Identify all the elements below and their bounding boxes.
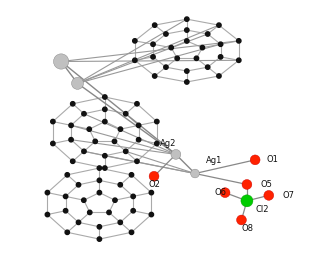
Circle shape <box>191 169 199 178</box>
Circle shape <box>137 137 141 142</box>
Text: Ag2: Ag2 <box>160 139 176 148</box>
Circle shape <box>97 225 101 229</box>
Circle shape <box>107 210 111 215</box>
Circle shape <box>171 150 181 159</box>
Circle shape <box>123 149 128 153</box>
Text: O7: O7 <box>282 191 294 200</box>
Circle shape <box>97 166 101 170</box>
Circle shape <box>241 195 253 207</box>
Circle shape <box>219 55 223 59</box>
Circle shape <box>70 159 75 163</box>
Circle shape <box>112 139 117 144</box>
Circle shape <box>129 173 134 177</box>
Circle shape <box>164 32 168 36</box>
Circle shape <box>169 46 174 50</box>
Text: O8: O8 <box>241 224 254 233</box>
Circle shape <box>137 123 141 128</box>
Circle shape <box>135 102 139 106</box>
Circle shape <box>149 190 153 195</box>
Circle shape <box>194 56 199 60</box>
Circle shape <box>54 54 69 69</box>
Circle shape <box>250 155 260 165</box>
Circle shape <box>185 39 189 43</box>
Circle shape <box>264 190 274 200</box>
Circle shape <box>217 23 221 27</box>
Circle shape <box>65 173 70 177</box>
Circle shape <box>69 123 73 128</box>
Circle shape <box>82 149 86 153</box>
Circle shape <box>97 178 101 182</box>
Circle shape <box>185 69 189 73</box>
Circle shape <box>133 39 137 43</box>
Text: O6: O6 <box>214 188 226 197</box>
Circle shape <box>185 28 189 32</box>
Circle shape <box>149 212 153 217</box>
Circle shape <box>69 137 73 142</box>
Circle shape <box>219 42 223 46</box>
Circle shape <box>237 215 246 225</box>
Circle shape <box>135 159 139 163</box>
Circle shape <box>118 183 122 187</box>
Circle shape <box>185 80 189 84</box>
Circle shape <box>65 230 70 235</box>
Circle shape <box>93 139 97 144</box>
Circle shape <box>82 112 86 116</box>
Circle shape <box>123 112 128 116</box>
Circle shape <box>175 56 179 60</box>
Circle shape <box>103 166 107 170</box>
Circle shape <box>63 194 68 199</box>
Circle shape <box>103 95 107 99</box>
Circle shape <box>237 58 241 62</box>
Text: Ag1: Ag1 <box>206 156 222 164</box>
Circle shape <box>88 210 92 215</box>
Circle shape <box>63 209 68 213</box>
Circle shape <box>131 209 135 213</box>
Circle shape <box>45 212 50 217</box>
Circle shape <box>103 120 107 124</box>
Circle shape <box>149 171 159 181</box>
Circle shape <box>113 198 117 202</box>
Circle shape <box>70 102 75 106</box>
Circle shape <box>217 74 221 78</box>
Circle shape <box>97 190 101 195</box>
Circle shape <box>45 190 50 195</box>
Circle shape <box>51 120 55 124</box>
Circle shape <box>151 42 155 46</box>
Text: O5: O5 <box>261 180 272 189</box>
Circle shape <box>129 230 134 235</box>
Circle shape <box>118 220 122 225</box>
Circle shape <box>220 188 230 198</box>
Circle shape <box>205 65 210 69</box>
Circle shape <box>151 55 155 59</box>
Circle shape <box>103 107 107 112</box>
Circle shape <box>76 183 81 187</box>
Circle shape <box>155 141 159 146</box>
Circle shape <box>103 153 107 158</box>
Circle shape <box>164 65 168 69</box>
Circle shape <box>242 179 252 189</box>
Circle shape <box>76 220 81 225</box>
Text: Cl2: Cl2 <box>255 205 269 214</box>
Circle shape <box>152 74 157 78</box>
Circle shape <box>82 198 86 202</box>
Circle shape <box>71 77 84 89</box>
Circle shape <box>152 23 157 27</box>
Text: O2: O2 <box>149 180 160 189</box>
Circle shape <box>205 32 210 36</box>
Circle shape <box>131 194 135 199</box>
Circle shape <box>51 141 55 146</box>
Circle shape <box>87 127 92 131</box>
Text: O1: O1 <box>266 155 278 164</box>
Circle shape <box>185 17 189 21</box>
Circle shape <box>133 58 137 62</box>
Circle shape <box>118 127 122 131</box>
Circle shape <box>97 237 101 241</box>
Circle shape <box>237 39 241 43</box>
Circle shape <box>200 46 204 50</box>
Circle shape <box>155 120 159 124</box>
